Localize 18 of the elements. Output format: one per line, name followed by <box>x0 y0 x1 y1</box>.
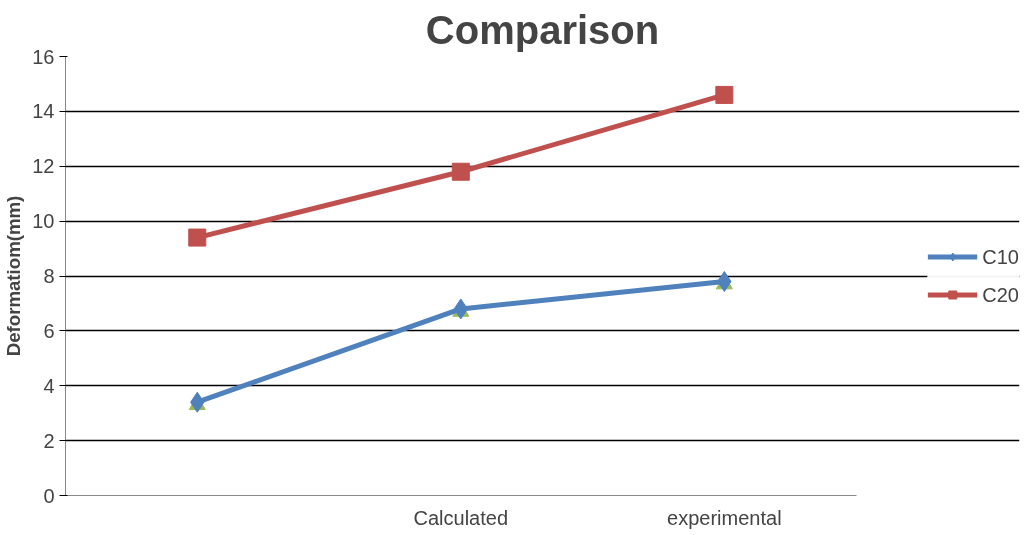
point <box>451 162 470 181</box>
y-tick-label: 6 <box>43 319 55 342</box>
y-tick-label: 16 <box>32 45 55 68</box>
point <box>188 228 207 247</box>
y-tick-label: 14 <box>32 100 55 123</box>
y-tick-label: 8 <box>43 265 55 287</box>
y-tick-label: 10 <box>32 210 55 233</box>
x-tick-label: experimental <box>667 506 782 529</box>
legend-label: C10 <box>982 245 1019 268</box>
y-tick-label: 12 <box>32 155 55 178</box>
y-tick-label: 2 <box>43 429 55 452</box>
chart-title: Comparison <box>425 7 660 52</box>
y-tick-label: 4 <box>43 374 55 397</box>
x-tick-label: Calculated <box>413 506 509 529</box>
legend-label: C20 <box>982 283 1019 306</box>
y-tick-label: 0 <box>43 484 55 507</box>
y-axis-title: Deformatiom(mm) <box>3 195 25 357</box>
point <box>715 85 734 104</box>
